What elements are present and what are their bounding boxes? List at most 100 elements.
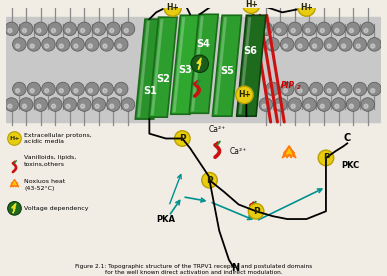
Polygon shape [173, 17, 185, 112]
Text: N: N [231, 262, 239, 272]
Circle shape [22, 28, 26, 33]
Circle shape [51, 104, 56, 108]
Circle shape [85, 38, 99, 51]
Circle shape [77, 22, 91, 36]
Circle shape [15, 89, 20, 93]
Circle shape [30, 89, 34, 93]
Circle shape [59, 44, 63, 48]
Circle shape [71, 38, 84, 51]
Text: Noxiuos heat
(43-52°C): Noxiuos heat (43-52°C) [24, 179, 65, 191]
Circle shape [56, 82, 70, 96]
Circle shape [66, 28, 70, 33]
Circle shape [59, 89, 63, 93]
Circle shape [80, 104, 85, 108]
Circle shape [339, 38, 352, 51]
Polygon shape [10, 179, 19, 187]
Circle shape [313, 44, 317, 48]
Text: PKA: PKA [156, 214, 175, 224]
Circle shape [313, 89, 317, 93]
Text: Extracellular protons,
acidic media: Extracellular protons, acidic media [24, 133, 92, 144]
Polygon shape [197, 58, 201, 70]
Circle shape [291, 28, 295, 33]
Circle shape [115, 82, 128, 96]
Circle shape [95, 104, 99, 108]
Circle shape [202, 172, 217, 188]
Text: PKC: PKC [341, 161, 360, 170]
Polygon shape [13, 182, 16, 185]
Text: PIP: PIP [281, 81, 295, 90]
Text: S5: S5 [220, 66, 234, 76]
Circle shape [124, 104, 128, 108]
Text: S1: S1 [144, 86, 158, 96]
Circle shape [266, 82, 279, 96]
Circle shape [48, 22, 62, 36]
Circle shape [306, 28, 310, 33]
Circle shape [320, 104, 324, 108]
Circle shape [327, 44, 331, 48]
Circle shape [269, 44, 273, 48]
Circle shape [27, 82, 41, 96]
Circle shape [306, 104, 310, 108]
Circle shape [63, 22, 77, 36]
Circle shape [356, 89, 360, 93]
Text: P: P [206, 176, 213, 185]
Circle shape [320, 28, 324, 33]
Circle shape [8, 104, 12, 108]
Polygon shape [189, 14, 218, 113]
Text: P: P [253, 207, 259, 216]
Polygon shape [135, 19, 163, 119]
Circle shape [56, 38, 70, 51]
Polygon shape [214, 17, 227, 114]
Circle shape [364, 104, 368, 108]
Circle shape [335, 28, 339, 33]
Circle shape [42, 82, 55, 96]
Text: P: P [179, 134, 186, 143]
Circle shape [327, 89, 331, 93]
Circle shape [118, 44, 122, 48]
Circle shape [37, 104, 41, 108]
Circle shape [74, 89, 78, 93]
Circle shape [12, 82, 26, 96]
Circle shape [8, 28, 12, 33]
Text: Vanilloids, lipids,
toxins,others: Vanilloids, lipids, toxins,others [24, 155, 77, 166]
Text: Figure 2.1: Topographic structure of the TRPV1 receptor and postulated domains
f: Figure 2.1: Topographic structure of the… [75, 264, 312, 275]
Circle shape [335, 104, 339, 108]
Circle shape [103, 89, 107, 93]
Circle shape [346, 98, 360, 111]
Text: H+: H+ [166, 3, 179, 12]
Circle shape [274, 22, 287, 36]
Circle shape [118, 89, 122, 93]
Circle shape [310, 82, 323, 96]
Circle shape [277, 104, 281, 108]
Circle shape [175, 131, 190, 146]
Polygon shape [191, 16, 204, 111]
Circle shape [262, 28, 266, 33]
Circle shape [339, 82, 352, 96]
Circle shape [63, 98, 77, 111]
Polygon shape [286, 149, 292, 154]
Bar [6, 17, 381, 122]
Circle shape [80, 28, 85, 33]
Circle shape [283, 44, 288, 48]
Text: S3: S3 [178, 65, 192, 75]
Circle shape [5, 98, 18, 111]
Circle shape [259, 98, 272, 111]
Polygon shape [149, 17, 177, 117]
Text: H+: H+ [238, 90, 251, 99]
Text: H+: H+ [300, 3, 313, 12]
Circle shape [92, 22, 106, 36]
Circle shape [85, 82, 99, 96]
Circle shape [191, 55, 209, 73]
Circle shape [37, 28, 41, 33]
Circle shape [277, 28, 281, 33]
Text: 2: 2 [297, 84, 301, 90]
Circle shape [361, 22, 375, 36]
Text: Voltage dependency: Voltage dependency [24, 206, 89, 211]
Circle shape [259, 22, 272, 36]
Circle shape [298, 89, 302, 93]
Circle shape [71, 82, 84, 96]
Polygon shape [239, 17, 251, 114]
Circle shape [34, 98, 48, 111]
Polygon shape [12, 203, 16, 213]
Circle shape [280, 38, 294, 51]
